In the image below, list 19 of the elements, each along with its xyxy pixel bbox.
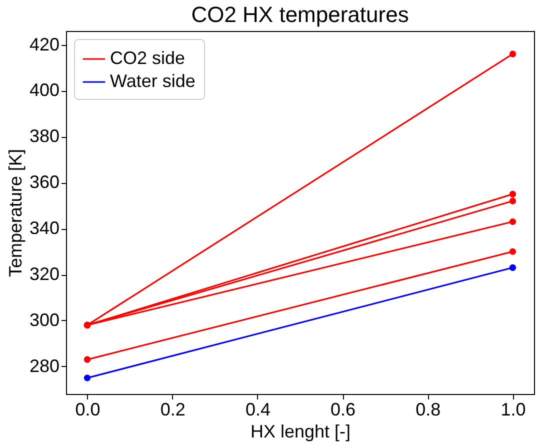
x-tick-label: 1.0 <box>500 400 526 420</box>
x-tick-label: 0.2 <box>160 400 186 420</box>
y-tick-label: 280 <box>29 356 60 376</box>
x-axis-title: HX lenght [-] <box>250 422 351 442</box>
y-tick-label: 380 <box>29 126 60 146</box>
x-tick-label: 0.6 <box>330 400 356 420</box>
y-tick-label: 300 <box>29 310 60 330</box>
chart-title: CO2 HX temperatures <box>191 2 409 27</box>
y-tick-label: 320 <box>29 264 60 284</box>
y-tick-label: 400 <box>29 80 60 100</box>
x-tick-label: 0.8 <box>416 400 441 420</box>
y-tick-label: 420 <box>29 34 60 54</box>
y-axis-title: Temperature [K] <box>5 148 26 278</box>
legend-label: Water side <box>110 71 196 91</box>
legend-label: CO2 side <box>110 48 186 68</box>
y-tick-label: 340 <box>29 218 60 238</box>
y-tick-label: 360 <box>29 172 60 192</box>
x-tick-label: 0.0 <box>75 400 100 420</box>
x-tick-label: 0.4 <box>245 400 270 420</box>
